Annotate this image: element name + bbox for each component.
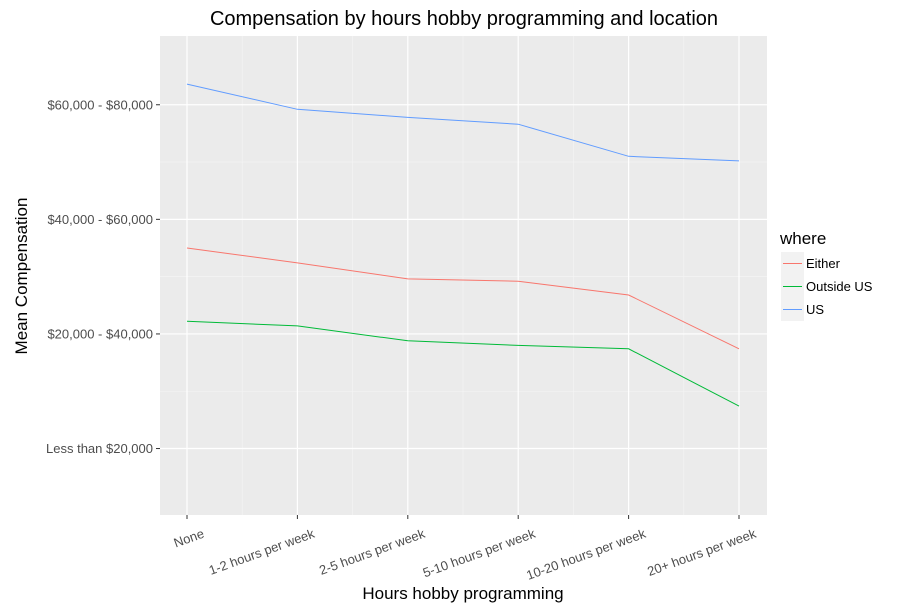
series-line-outside-us xyxy=(186,320,740,407)
y-tick-label: $40,000 - $60,000 xyxy=(47,212,153,227)
x-axis: None 1-2 hours per week 2-5 hours per week… xyxy=(172,515,758,583)
legend: where Either Outside US US xyxy=(779,229,873,321)
y-axis: Less than $20,000 $20,000 - $40,000 $40,00… xyxy=(46,97,160,456)
x-tick-label: 2-5 hours per week xyxy=(317,526,427,578)
legend-label: Either xyxy=(806,256,841,271)
plot-panel xyxy=(160,36,767,515)
y-tick-label: $20,000 - $40,000 xyxy=(47,326,153,341)
x-tick-label: 5-10 hours per week xyxy=(421,526,538,581)
x-tick-label: 10-20 hours per week xyxy=(524,526,648,583)
legend-title: where xyxy=(779,229,826,248)
x-tick-label: None xyxy=(172,526,206,551)
legend-label: US xyxy=(806,302,824,317)
chart-title: Compensation by hours hobby programming … xyxy=(210,8,718,30)
series-line-either xyxy=(186,247,740,350)
series-line-us xyxy=(186,83,740,162)
major-gridlines xyxy=(160,36,767,515)
x-tick-label: 1-2 hours per week xyxy=(207,526,317,578)
y-axis-title: Mean Compensation xyxy=(12,198,31,355)
y-tick-label: $60,000 - $80,000 xyxy=(47,97,153,112)
x-axis-title: Hours hobby programming xyxy=(362,584,563,603)
minor-gridlines xyxy=(160,36,767,515)
legend-label: Outside US xyxy=(806,279,873,294)
y-tick-label: Less than $20,000 xyxy=(46,441,153,456)
x-tick-label: 20+ hours per week xyxy=(645,526,758,579)
series-lines xyxy=(186,83,740,407)
